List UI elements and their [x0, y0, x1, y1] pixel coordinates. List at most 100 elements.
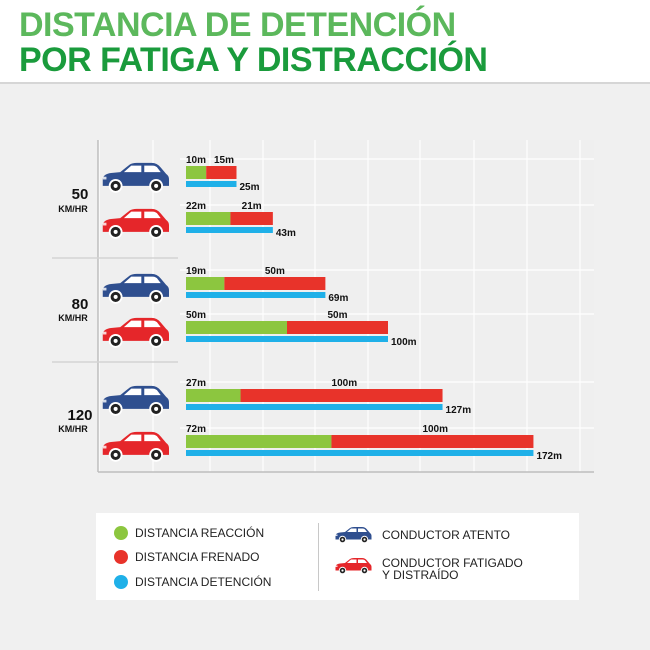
blue-car-icon [335, 527, 372, 544]
car-hub [113, 338, 118, 343]
speed-value: 120 [67, 407, 92, 424]
car-hub [154, 406, 159, 411]
label-detencion: 69m [328, 293, 348, 304]
car-hub [113, 294, 118, 299]
legend-divider [318, 523, 319, 591]
title-line-1: DISTANCIA DE DETENCIÓN [19, 6, 456, 44]
car-headlight [335, 565, 338, 567]
car-hub [113, 406, 118, 411]
car-pillar [141, 320, 145, 328]
car-headlight [102, 331, 107, 335]
car-hub [154, 294, 159, 299]
bar-detencion [186, 181, 237, 187]
speed-unit: KM/HR [58, 204, 88, 214]
bar-detencion [186, 450, 534, 456]
label-detencion: 25m [240, 182, 260, 193]
legend-item-detencion: DISTANCIA DETENCIÓN [114, 575, 271, 589]
bar-frenado [240, 389, 443, 402]
car-window [123, 388, 142, 396]
legend-item-atento: CONDUCTOR ATENTO [334, 526, 510, 544]
red-car-icon [102, 431, 169, 462]
car-headlight [102, 287, 107, 291]
car-hub [113, 229, 118, 234]
reaccion-swatch [114, 526, 128, 540]
car-pillar [356, 528, 358, 532]
car-pillar [141, 434, 145, 442]
car-window [144, 276, 161, 284]
bar-frenado [287, 321, 388, 334]
car-hub [341, 569, 344, 572]
car-headlight [102, 445, 107, 449]
legend-item-fatigado: CONDUCTOR FATIGADO Y DISTRAÍDO [334, 557, 523, 581]
car-pillar [141, 388, 145, 396]
bar-frenado [331, 435, 534, 448]
bar-reaccion [186, 212, 231, 225]
label-frenado: 100m [422, 424, 448, 435]
label-detencion: 172m [536, 451, 562, 462]
label-reaccion: 22m [186, 201, 206, 212]
legend: DISTANCIA REACCIÓN DISTANCIA FRENADO DIS… [96, 513, 579, 600]
bar-frenado [206, 166, 237, 179]
car-window [347, 528, 357, 532]
label-frenado: 21m [242, 201, 262, 212]
detencion-swatch [114, 575, 128, 589]
car-pillar [356, 559, 358, 563]
car-window [358, 559, 367, 563]
car-headlight [102, 399, 107, 403]
bar-detencion [186, 227, 273, 233]
label-reaccion: 50m [186, 310, 206, 321]
bar-detencion [186, 336, 388, 342]
car-window [123, 320, 142, 328]
car-window [144, 211, 161, 219]
car-pillar [141, 276, 145, 284]
car-window [347, 559, 357, 563]
car-pillar [141, 165, 145, 173]
bar-reaccion [186, 389, 241, 402]
label-frenado: 50m [328, 310, 348, 321]
label-reaccion: 10m [186, 155, 206, 166]
car-window [123, 276, 142, 284]
red-car-icon [102, 208, 169, 239]
legend-label-distraido: Y DISTRAÍDO [382, 568, 459, 582]
car-window [123, 211, 142, 219]
frenado-swatch [114, 550, 128, 564]
blue-car-icon [102, 273, 169, 304]
blue-car-icon [102, 385, 169, 416]
car-window [144, 388, 161, 396]
label-detencion: 43m [276, 228, 296, 239]
label-reaccion: 72m [186, 424, 206, 435]
legend-label-frenado: DISTANCIA FRENADO [135, 550, 260, 564]
bar-frenado [230, 212, 273, 225]
label-frenado: 50m [265, 266, 285, 277]
car-hub [113, 452, 118, 457]
plot-area [98, 140, 594, 472]
car-hub [154, 229, 159, 234]
red-car-icon [102, 317, 169, 348]
car-hub [113, 183, 118, 188]
speed-value: 50 [72, 186, 89, 203]
car-hub [154, 452, 159, 457]
bar-reaccion [186, 166, 207, 179]
car-hub [363, 569, 366, 572]
speed-unit: KM/HR [58, 424, 88, 434]
label-reaccion: 19m [186, 266, 206, 277]
label-frenado: 15m [214, 155, 234, 166]
bar-detencion [186, 404, 443, 410]
legend-label-fatigado: CONDUCTOR FATIGADO [382, 556, 523, 570]
car-hub [341, 538, 344, 541]
label-reaccion: 27m [186, 378, 206, 389]
car-window [358, 528, 367, 532]
label-detencion: 127m [446, 405, 472, 416]
car-window [144, 165, 161, 173]
bar-frenado [224, 277, 326, 290]
car-window [123, 165, 142, 173]
title-line-2: POR FATIGA Y DISTRACCIÓN [19, 41, 488, 79]
legend-label-reaccion: DISTANCIA REACCIÓN [135, 526, 265, 540]
car-hub [154, 183, 159, 188]
car-window [144, 320, 161, 328]
speed-value: 80 [72, 296, 89, 313]
bar-reaccion [186, 435, 332, 448]
car-headlight [335, 534, 338, 536]
car-pillar [141, 211, 145, 219]
